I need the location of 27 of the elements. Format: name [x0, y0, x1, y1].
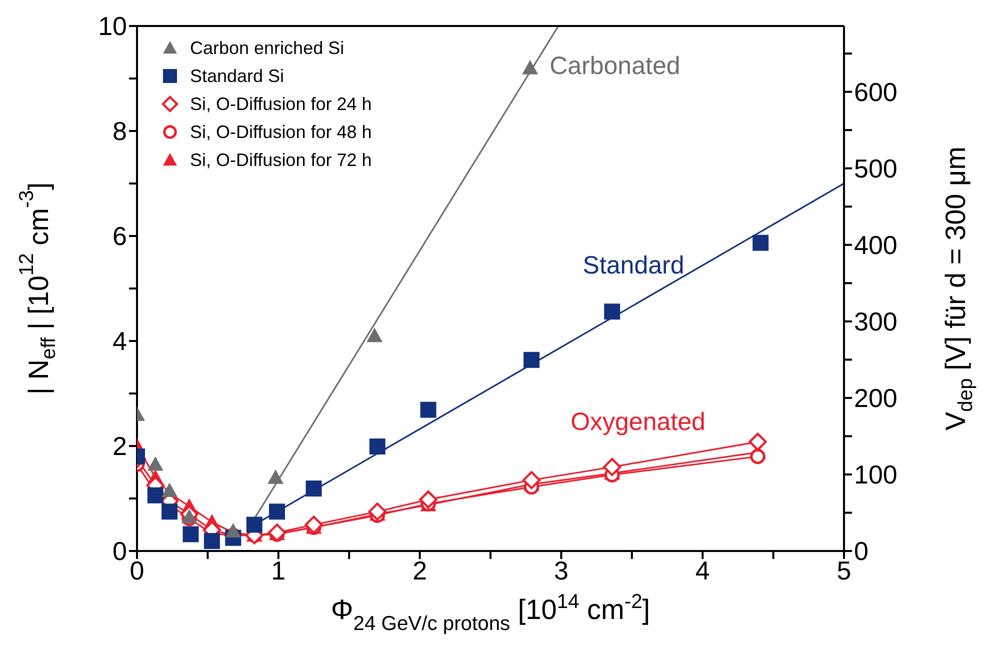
- y-tick-label: 4: [112, 326, 127, 356]
- y2-tick-label: 100: [854, 460, 898, 490]
- y-tick-label: 6: [112, 221, 127, 252]
- x-tick-label: 1: [271, 555, 286, 586]
- y-tick-label: 8: [112, 116, 127, 146]
- series-label: Standard: [582, 252, 684, 280]
- legend-label: Si, O-Diffusion for 48 h: [190, 122, 372, 142]
- legend-label: Si, O-Diffusion for 24 h: [190, 94, 372, 114]
- series-label: Carbonated: [550, 52, 680, 80]
- y2-tick-label: 0: [854, 536, 868, 566]
- legend-label: Standard Si: [190, 66, 284, 86]
- x-axis-title: Φ$_{24 GeV/c protons}$ [10$^{14}$ cm$^{-2}$]: [330, 591, 650, 635]
- annotation: Oxygenated: [570, 408, 706, 436]
- x-tick-label: 4: [695, 555, 710, 586]
- y2-tick-label: 200: [854, 383, 898, 414]
- legend-label: Carbon enriched Si: [190, 38, 344, 58]
- y-tick-label: 10: [98, 11, 127, 42]
- y2-tick-label: 500: [854, 154, 898, 184]
- y2-tick-label: 300: [854, 306, 898, 337]
- x-tick-label: 5: [836, 555, 852, 586]
- legend-label: Si, O-Diffusion for 72 h: [190, 150, 372, 170]
- y2-tick-label: 400: [854, 230, 898, 260]
- y-tick-label: 2: [112, 431, 127, 462]
- y-tick-label: 0: [112, 536, 127, 566]
- x-tick-label: 2: [412, 555, 428, 586]
- x-tick-label: 3: [554, 555, 568, 586]
- y2-tick-label: 600: [854, 77, 898, 108]
